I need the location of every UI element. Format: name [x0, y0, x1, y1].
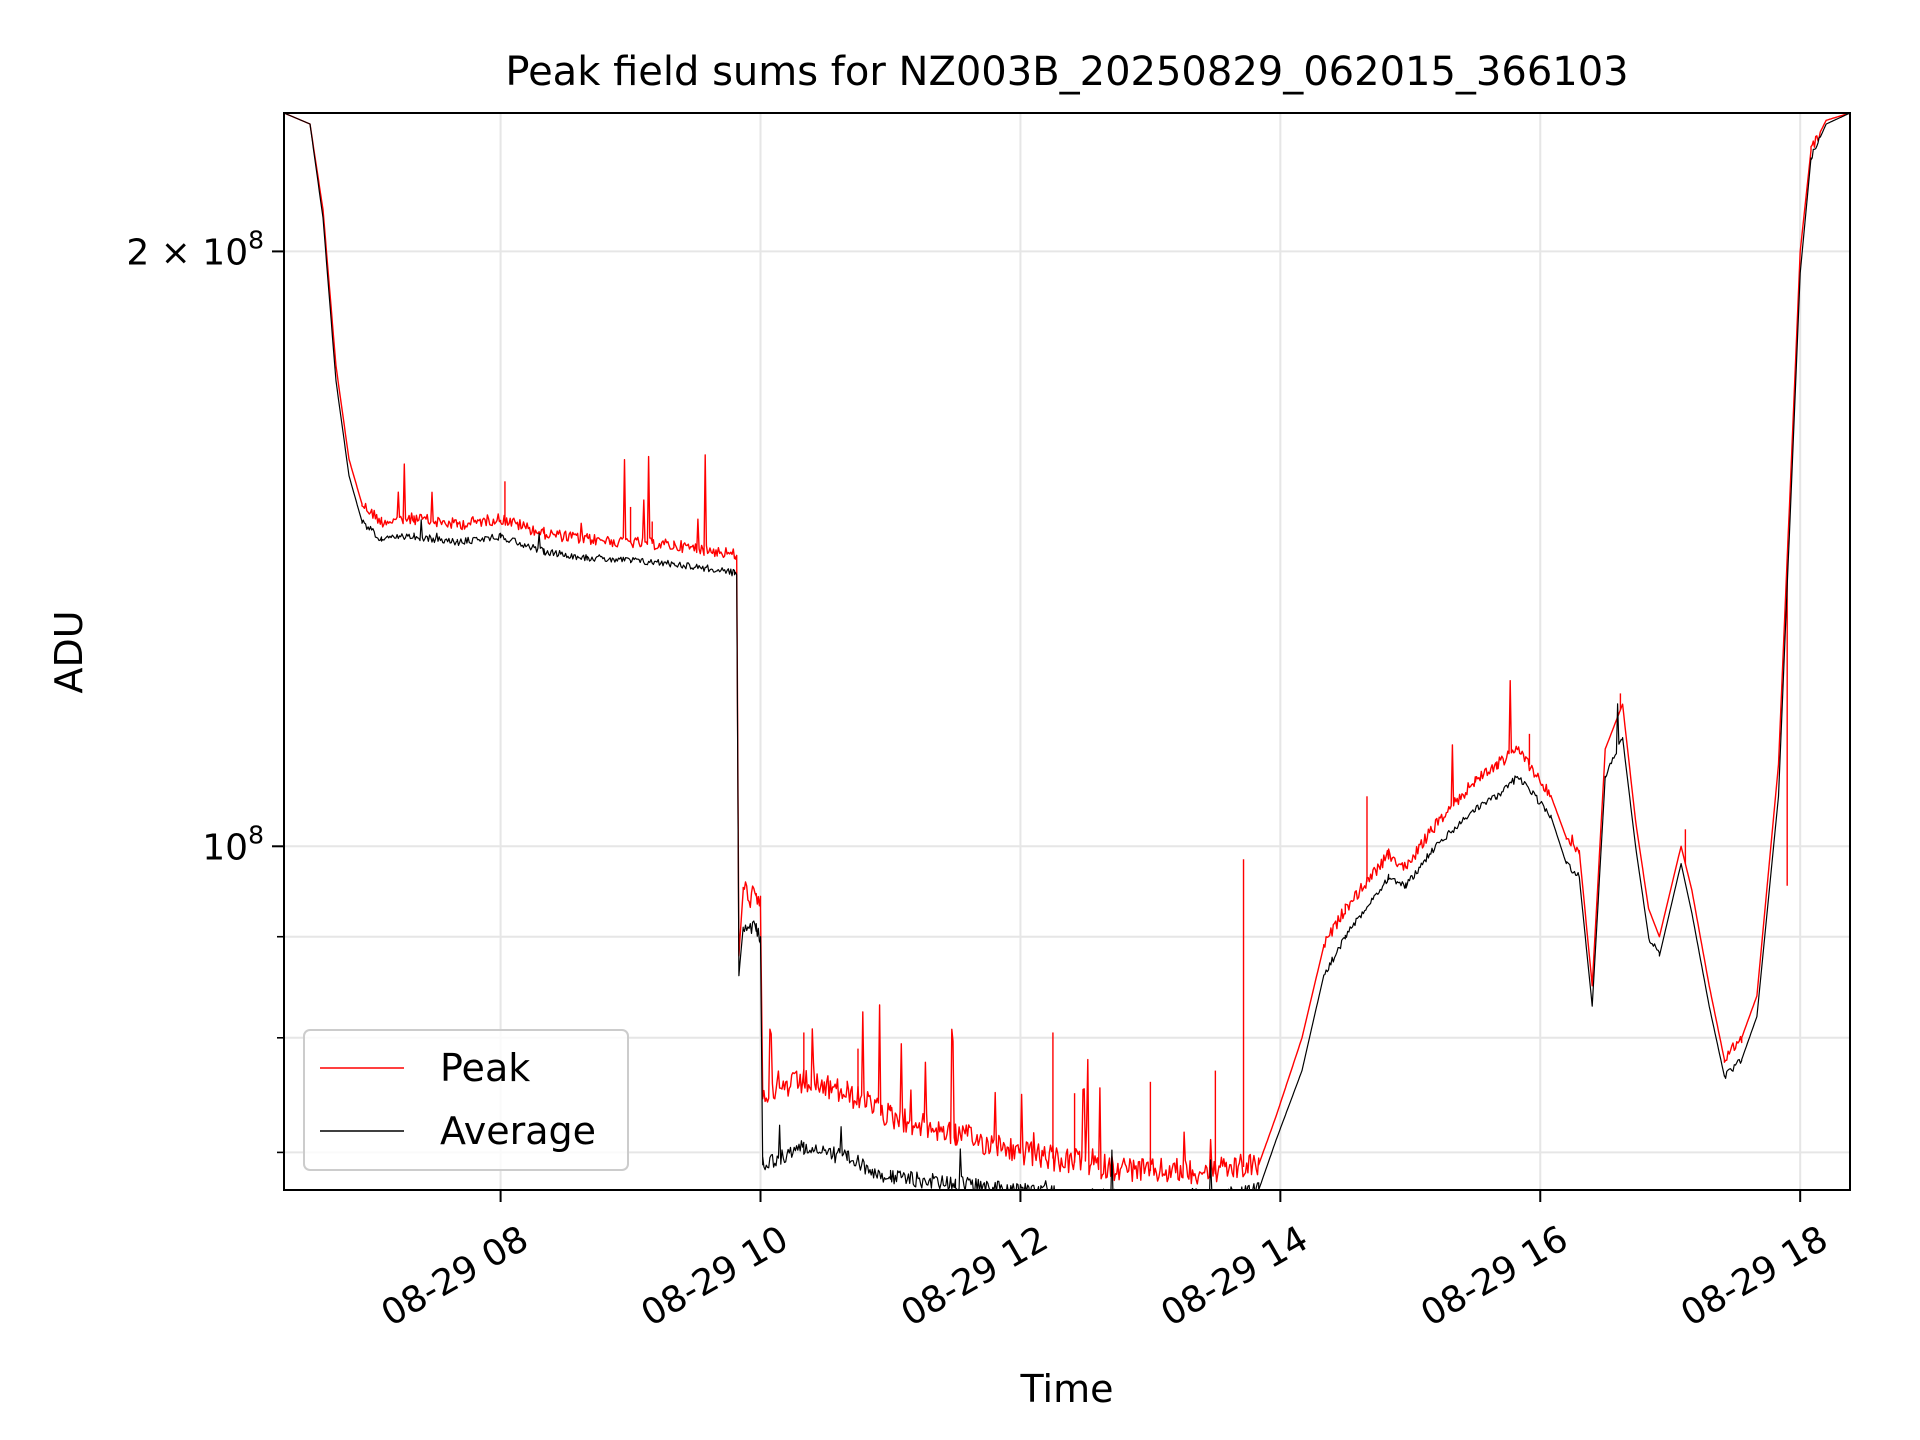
y-axis-ticks: 108 2 × 108	[126, 225, 284, 1154]
series-line-peak	[284, 113, 1850, 1185]
series-average	[284, 113, 1850, 1190]
series-line-average	[284, 113, 1850, 1190]
y-gridlines	[284, 250, 1850, 1154]
plot-area	[283, 112, 1851, 1191]
y-tick-label: 2 × 108	[126, 225, 264, 273]
series-layer	[284, 113, 1850, 1190]
legend: Peak Average	[303, 1029, 629, 1171]
x-gridlines	[499, 113, 1802, 1190]
legend-label-average: Average	[440, 1109, 596, 1153]
legend-box	[303, 1029, 629, 1171]
plot-frame	[283, 112, 1851, 1191]
y-tick-label: 108	[202, 820, 264, 868]
plot-background	[284, 113, 1850, 1190]
y-axis-label: ADU	[47, 610, 91, 693]
chart-title: Peak field sums for NZ003B_20250829_0620…	[505, 49, 1628, 95]
legend-label-peak: Peak	[440, 1046, 530, 1090]
series-peak	[284, 113, 1850, 1185]
x-axis-label: Time	[1020, 1367, 1114, 1411]
